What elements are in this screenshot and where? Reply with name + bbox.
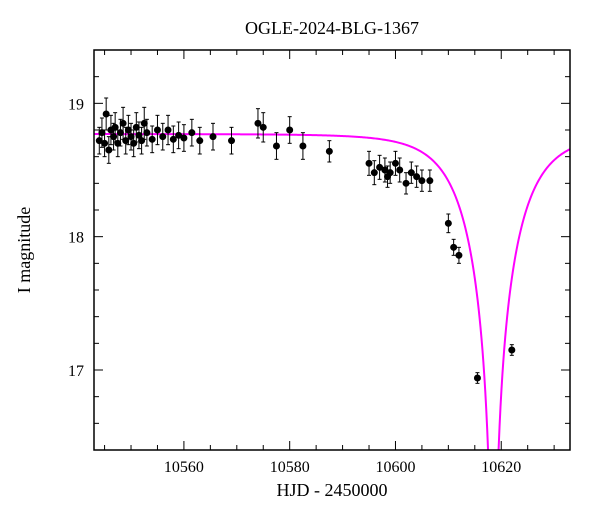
data-point [139, 138, 145, 144]
data-point [170, 136, 176, 142]
data-point [123, 138, 129, 144]
data-point [141, 120, 147, 126]
data-point [144, 130, 150, 136]
data-point [149, 136, 155, 142]
data-point [131, 140, 137, 146]
data-point [326, 148, 332, 154]
data-point [99, 130, 105, 136]
data-point [115, 140, 121, 146]
x-tick-label: 10560 [164, 459, 204, 476]
data-point [427, 178, 433, 184]
x-tick-label: 10600 [375, 459, 415, 476]
data-point [414, 174, 420, 180]
data-point [419, 178, 425, 184]
data-point [392, 160, 398, 166]
data-point [445, 220, 451, 226]
y-tick-label: 18 [68, 230, 84, 247]
data-point [133, 124, 139, 130]
data-point [154, 127, 160, 133]
data-point [103, 111, 109, 117]
data-point [181, 135, 187, 141]
chart-title: OGLE-2024-BLG-1367 [245, 18, 419, 38]
data-point [125, 127, 131, 133]
data-point [273, 143, 279, 149]
data-point [474, 375, 480, 381]
data-point [117, 130, 123, 136]
y-tick-label: 17 [68, 363, 84, 380]
x-tick-label: 10620 [481, 459, 521, 476]
x-axis-label: HJD - 2450000 [277, 480, 388, 500]
data-point [197, 138, 203, 144]
data-point [102, 140, 108, 146]
light-curve-chart: OGLE-2024-BLG-1367 HJD - 2450000 I magnitu… [0, 0, 600, 512]
y-axis-label: I magnitude [14, 207, 34, 293]
data-point [229, 138, 235, 144]
data-point [300, 143, 306, 149]
data-point [165, 127, 171, 133]
data-point [509, 347, 515, 353]
data-point [366, 160, 372, 166]
data-point [210, 134, 216, 140]
data-point [160, 134, 166, 140]
data-point [111, 134, 117, 140]
x-tick-label: 10580 [270, 459, 310, 476]
data-point [112, 124, 118, 130]
data-point [451, 244, 457, 250]
data-point [403, 180, 409, 186]
data-point [120, 120, 126, 126]
data-point [106, 147, 112, 153]
data-point [397, 167, 403, 173]
data-point [260, 124, 266, 130]
data-point [255, 120, 261, 126]
data-point [371, 170, 377, 176]
y-tick-label: 19 [68, 96, 84, 113]
data-point [408, 170, 414, 176]
data-point [189, 130, 195, 136]
data-point [287, 127, 293, 133]
data-point [128, 134, 134, 140]
data-point [387, 170, 393, 176]
data-point [456, 252, 462, 258]
